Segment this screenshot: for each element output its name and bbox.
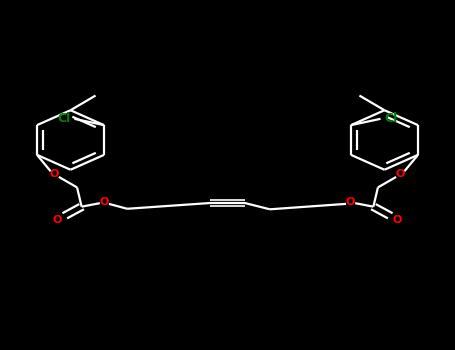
Text: Cl: Cl — [58, 112, 71, 125]
Text: Cl: Cl — [384, 112, 397, 125]
Text: O: O — [393, 215, 402, 225]
Text: O: O — [100, 197, 109, 208]
Text: O: O — [53, 215, 62, 225]
Text: O: O — [50, 169, 59, 179]
Text: O: O — [396, 169, 405, 179]
Text: O: O — [346, 197, 355, 208]
